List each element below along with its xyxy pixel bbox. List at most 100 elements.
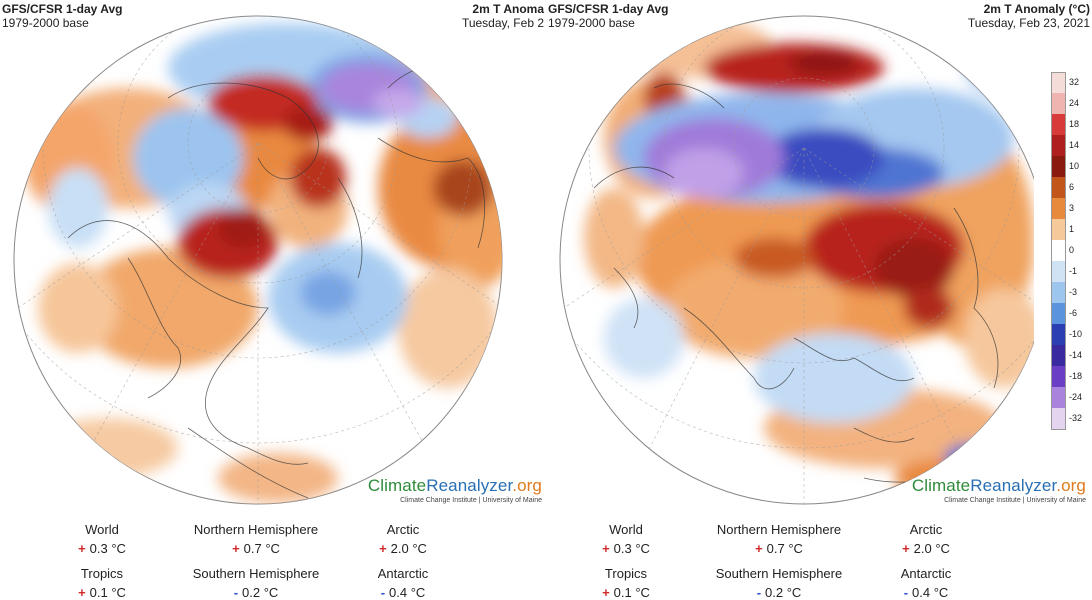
right-header-right: 2m T Anomaly (°C) Tuesday, Feb 23, 2021 [968, 2, 1090, 30]
stat-label: Antarctic [900, 566, 952, 581]
stat-value: 2.0 °C [390, 541, 427, 556]
colorbar-swatch [1051, 198, 1066, 219]
right-stat-antarctic: Antarctic -0.4 °C [846, 566, 1006, 600]
brand-word-org: .org [1056, 476, 1086, 495]
stat-sign: - [903, 585, 909, 600]
colorbar-swatch [1051, 324, 1066, 345]
right-map-title: 2m T Anomaly (°C) [983, 2, 1090, 16]
stat-label: Northern Hemisphere [716, 522, 842, 537]
stat-sign: + [902, 541, 910, 556]
colorbar-legend: 32 24 18 14 10 6 3 1 0 -1 -3 -6 -10 -14 -18 -24 -32 [1051, 72, 1091, 432]
right-map-panel: GFS/CFSR 1-day Avg 1979-2000 base 2m T A… [546, 0, 1092, 600]
colorbar-swatch [1051, 240, 1066, 261]
left-brand-logo[interactable]: ClimateReanalyzer.org Climate Change Ins… [368, 476, 542, 504]
left-brand-subtitle: Climate Change Institute | University of… [400, 497, 542, 504]
colorbar-swatch [1051, 303, 1066, 324]
colorbar-swatch [1051, 93, 1066, 114]
stat-sign: - [233, 585, 239, 600]
right-subtitle: 1979-2000 base [548, 16, 635, 30]
colorbar-tick-label: 3 [1069, 203, 1075, 213]
left-stat-world: World +0.3 °C [22, 522, 182, 557]
colorbar-tick-label: -1 [1069, 266, 1078, 276]
colorbar-swatch [1051, 345, 1066, 366]
colorbar-tick-label: 0 [1069, 245, 1075, 255]
colorbar-tick-label: 10 [1069, 161, 1080, 171]
left-stat-southern-hemisphere: Southern Hemisphere -0.2 °C [176, 566, 336, 600]
colorbar-tick-label: 1 [1069, 224, 1075, 234]
stat-label: Southern Hemisphere [715, 566, 843, 581]
colorbar-swatch [1051, 219, 1066, 240]
stat-value: 0.7 °C [766, 541, 803, 556]
stat-value: 0.3 °C [89, 541, 126, 556]
left-globe-map [13, 15, 503, 505]
right-brand-subtitle: Climate Change Institute | University of… [944, 497, 1086, 504]
stat-label: Tropics [80, 566, 124, 581]
brand-word-org: .org [512, 476, 542, 495]
stat-value: 0.7 °C [243, 541, 280, 556]
right-stat-world: World +0.3 °C [546, 522, 706, 557]
stat-sign: + [755, 541, 763, 556]
left-subtitle: 1979-2000 base [2, 16, 89, 30]
brand-word-reanalyzer: Reanalyzer [426, 476, 513, 495]
left-header: GFS/CFSR 1-day Avg 1979-2000 base [2, 2, 122, 30]
colorbar-swatch [1051, 387, 1066, 408]
colorbar-tick-label: 32 [1069, 77, 1080, 87]
colorbar-tick-label: -18 [1069, 371, 1083, 381]
colorbar-swatch [1051, 72, 1066, 94]
colorbar-swatch [1051, 135, 1066, 156]
right-globe-map [559, 15, 1034, 505]
colorbar-swatch [1051, 282, 1066, 303]
colorbar-swatch [1051, 366, 1066, 387]
brand-word-reanalyzer: Reanalyzer [970, 476, 1057, 495]
right-map-date: Tuesday, Feb 23, 2021 [967, 16, 1090, 30]
brand-word-climate: Climate [367, 476, 427, 495]
left-title: GFS/CFSR 1-day Avg [2, 2, 123, 16]
stat-sign: + [602, 585, 610, 600]
stat-label: World [609, 522, 643, 537]
stat-sign: - [380, 585, 386, 600]
colorbar-swatch [1051, 408, 1066, 430]
right-header: GFS/CFSR 1-day Avg 1979-2000 base [548, 2, 668, 30]
stat-sign: + [232, 541, 240, 556]
stat-value: 2.0 °C [913, 541, 950, 556]
right-stat-northern-hemisphere: Northern Hemisphere +0.7 °C [699, 522, 859, 557]
colorbar-tick-label: -6 [1069, 308, 1078, 318]
stat-label: Tropics [604, 566, 648, 581]
colorbar-tick-label: -24 [1069, 392, 1083, 402]
stat-value: 0.4 °C [389, 585, 426, 600]
colorbar-tick-label: -32 [1069, 413, 1083, 423]
stat-label: Antarctic [377, 566, 429, 581]
right-brand-logo[interactable]: ClimateReanalyzer.org Climate Change Ins… [912, 476, 1086, 504]
right-stat-southern-hemisphere: Southern Hemisphere -0.2 °C [699, 566, 859, 600]
stat-label: Arctic [909, 522, 943, 537]
colorbar-swatch [1051, 177, 1066, 198]
stat-sign: + [78, 541, 86, 556]
colorbar-swatch [1051, 114, 1066, 135]
stat-label: Arctic [386, 522, 420, 537]
left-stat-arctic: Arctic +2.0 °C [323, 522, 483, 557]
stat-value: 0.2 °C [765, 585, 802, 600]
colorbar-tick-label: 6 [1069, 182, 1075, 192]
left-map-panel: GFS/CFSR 1-day Avg 1979-2000 base 2m T A… [2, 2, 544, 600]
stat-sign: + [602, 541, 610, 556]
left-stat-northern-hemisphere: Northern Hemisphere +0.7 °C [176, 522, 336, 557]
stat-sign: + [78, 585, 86, 600]
left-map-title: 2m T Anoma [472, 2, 544, 16]
stat-value: 0.3 °C [613, 541, 650, 556]
left-header-right: 2m T Anoma Tuesday, Feb 2 [462, 2, 544, 30]
right-stat-tropics: Tropics +0.1 °C [546, 566, 706, 600]
colorbar-tick-label: 18 [1069, 119, 1080, 129]
stat-label: Northern Hemisphere [193, 522, 319, 537]
right-stat-arctic: Arctic +2.0 °C [846, 522, 1006, 557]
colorbar-swatch [1051, 156, 1066, 177]
stat-value: 0.1 °C [89, 585, 126, 600]
colorbar-tick-label: -3 [1069, 287, 1078, 297]
right-title: GFS/CFSR 1-day Avg [548, 2, 669, 16]
stat-label: World [85, 522, 119, 537]
left-stat-antarctic: Antarctic -0.4 °C [323, 566, 483, 600]
colorbar-tick-label: 24 [1069, 98, 1080, 108]
stat-value: 0.1 °C [613, 585, 650, 600]
stat-sign: + [379, 541, 387, 556]
colorbar-tick-label: 14 [1069, 140, 1080, 150]
brand-word-climate: Climate [911, 476, 971, 495]
